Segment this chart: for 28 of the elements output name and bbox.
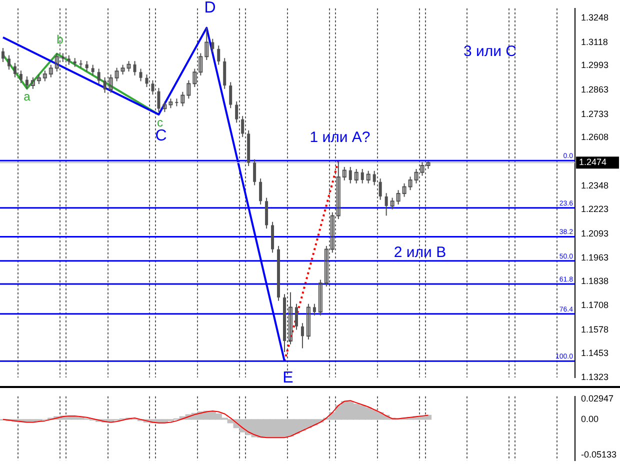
- y-tick-label: 1.1453: [581, 348, 609, 358]
- y-tick-label: 1.1323: [581, 372, 609, 382]
- y-tick-label: 1.1578: [581, 324, 609, 334]
- y-tick-label: 1.1963: [581, 252, 609, 263]
- annotation: E: [282, 369, 294, 386]
- y-tick-label: 1.1708: [581, 300, 609, 310]
- y-tick-label: 1.2993: [581, 60, 609, 70]
- annotation: D: [204, 0, 216, 16]
- annotation: 1 или A?: [310, 129, 370, 146]
- ref-line-label: 1.2474: [579, 157, 607, 168]
- annotation: 3 или C: [463, 43, 517, 60]
- y-tick-label: 1.2733: [581, 108, 609, 119]
- annotation: b: [56, 32, 64, 46]
- y-tick-label: -0.05133: [581, 450, 617, 460]
- annotation: a: [24, 89, 31, 104]
- annotation: C: [155, 127, 167, 144]
- y-tick-label: 1.2348: [581, 180, 609, 191]
- y-tick-label: 1.2863: [581, 84, 609, 94]
- y-tick-label: 1.1838: [581, 276, 609, 286]
- y-tick-label: 0.02947: [581, 393, 614, 404]
- y-tick-label: 1.2093: [581, 228, 609, 238]
- y-tick-label: 1.3118: [581, 36, 608, 47]
- y-tick-label: 0.00: [581, 414, 599, 424]
- y-tick-label: 1.2223: [581, 204, 609, 214]
- annotation: c: [157, 115, 163, 130]
- y-tick-label: 1.2608: [581, 132, 609, 142]
- y-tick-label: 1.3248: [581, 12, 609, 23]
- annotation: 2 или B: [394, 244, 446, 262]
